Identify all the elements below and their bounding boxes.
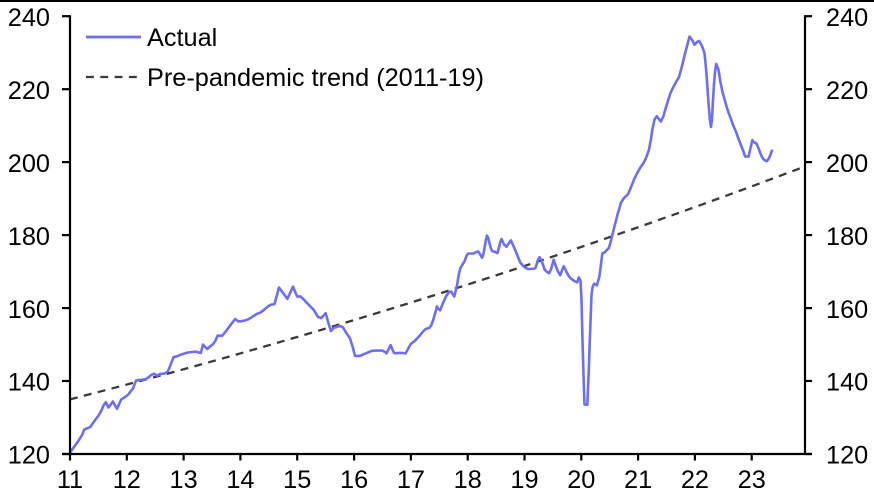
svg-text:17: 17 <box>397 466 425 494</box>
svg-text:160: 160 <box>8 296 50 324</box>
svg-text:Actual: Actual <box>147 24 217 52</box>
svg-text:20: 20 <box>567 466 595 494</box>
svg-text:19: 19 <box>510 466 538 494</box>
svg-text:23: 23 <box>738 466 766 494</box>
svg-text:180: 180 <box>8 223 50 251</box>
svg-text:220: 220 <box>826 77 868 105</box>
svg-text:12: 12 <box>113 466 141 494</box>
svg-text:Pre-pandemic trend (2011-19): Pre-pandemic trend (2011-19) <box>147 64 484 92</box>
svg-text:13: 13 <box>170 466 198 494</box>
svg-text:14: 14 <box>226 466 254 494</box>
svg-text:22: 22 <box>681 466 709 494</box>
svg-text:140: 140 <box>826 369 868 397</box>
svg-text:160: 160 <box>826 296 868 324</box>
svg-text:200: 200 <box>8 150 50 178</box>
svg-text:240: 240 <box>826 4 868 32</box>
svg-text:21: 21 <box>624 466 652 494</box>
svg-text:16: 16 <box>340 466 368 494</box>
svg-text:240: 240 <box>8 4 50 32</box>
svg-text:18: 18 <box>454 466 482 494</box>
svg-text:120: 120 <box>826 442 868 470</box>
svg-text:120: 120 <box>8 442 50 470</box>
svg-text:15: 15 <box>283 466 311 494</box>
svg-text:220: 220 <box>8 77 50 105</box>
svg-text:200: 200 <box>826 150 868 178</box>
svg-text:140: 140 <box>8 369 50 397</box>
svg-text:180: 180 <box>826 223 868 251</box>
svg-text:11: 11 <box>57 466 83 494</box>
